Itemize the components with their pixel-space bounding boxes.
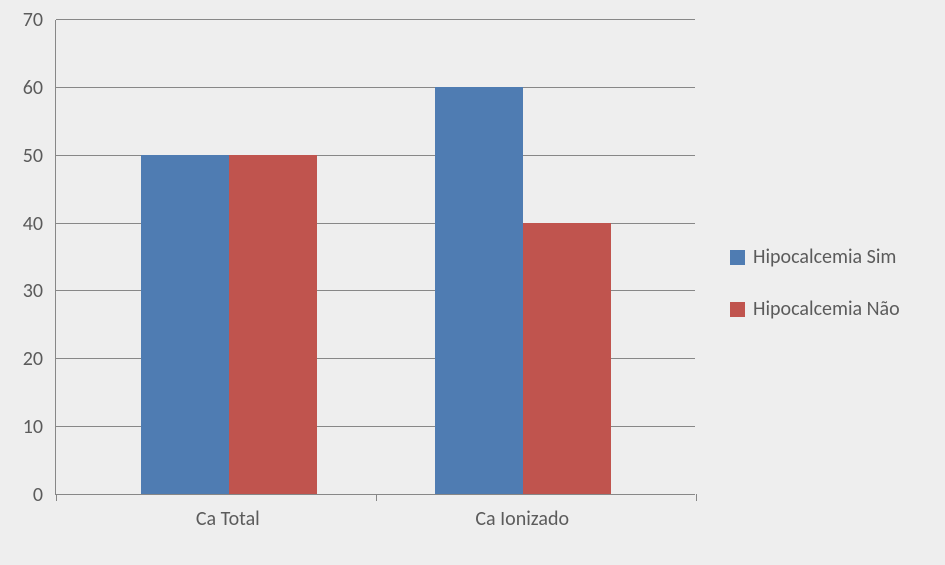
legend: Hipocalcemia Sim Hipocalcemia Não [730, 245, 900, 321]
y-tick-label: 40 [0, 212, 43, 236]
y-tick-label: 50 [0, 144, 43, 168]
x-tick-mark [56, 494, 57, 501]
legend-swatch [730, 250, 745, 265]
bar [435, 87, 523, 494]
legend-swatch [730, 302, 745, 317]
y-tick-label: 0 [0, 483, 43, 507]
bar [229, 155, 317, 494]
y-tick-label: 10 [0, 415, 43, 439]
legend-label: Hipocalcemia Sim [753, 245, 896, 269]
bar [141, 155, 229, 494]
plot-area [55, 20, 695, 495]
x-tick-mark [696, 494, 697, 501]
gridline [56, 87, 695, 88]
legend-item: Hipocalcemia Não [730, 297, 900, 321]
legend-item: Hipocalcemia Sim [730, 245, 900, 269]
bar [523, 223, 611, 494]
y-tick-label: 70 [0, 8, 43, 32]
x-tick-label: Ca Total [196, 507, 260, 531]
y-tick-label: 30 [0, 279, 43, 303]
gridline [56, 19, 695, 20]
x-tick-mark [376, 494, 377, 501]
x-tick-label: Ca Ionizado [475, 507, 569, 531]
bar-chart: 0 10 20 30 40 50 60 70 Ca Total Ca Ionizado Hipo… [0, 0, 945, 565]
legend-label: Hipocalcemia Não [753, 297, 900, 321]
y-tick-label: 20 [0, 347, 43, 371]
y-tick-label: 60 [0, 76, 43, 100]
